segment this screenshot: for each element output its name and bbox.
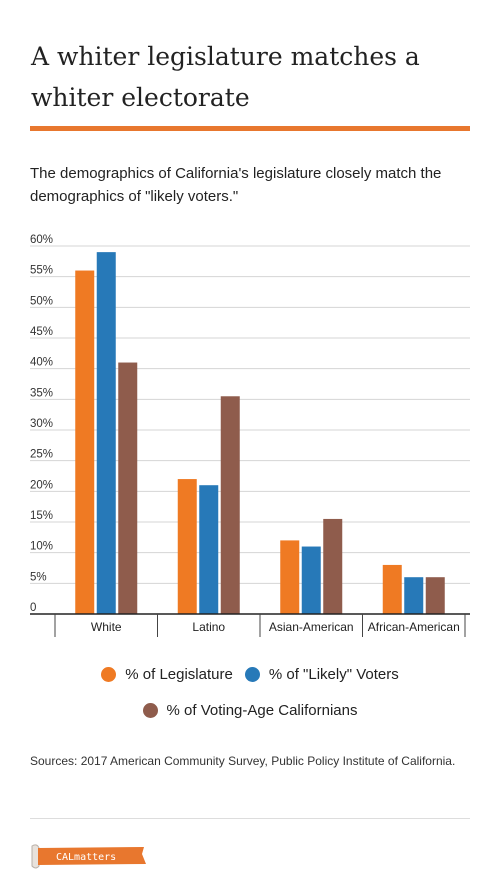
y-tick-label: 0	[30, 602, 36, 614]
bar	[220, 396, 240, 614]
title-line-1: A whiter legislature matches a	[31, 42, 420, 71]
legend-swatch-legislature	[101, 666, 117, 682]
legend-label-legislature: % of Legislature	[125, 665, 233, 683]
y-axis-ticks: 0 5% 10% 15% 20% 25% 30% 35% 40% 45% 50% 55% 60%	[30, 234, 53, 614]
calmatters-logo[interactable]: CALmatters	[30, 842, 148, 870]
y-tick-label: 40%	[30, 357, 53, 369]
y-tick-label: 45%	[30, 326, 53, 338]
logo-text: CALmatters	[56, 852, 116, 863]
y-tick-label: 30%	[30, 418, 53, 430]
legend: % of Legislature % of "Likely" Voters % …	[0, 661, 500, 733]
y-tick-label: 55%	[30, 265, 53, 277]
bar	[404, 577, 424, 614]
legend-item-legislature: % of Legislature	[101, 666, 233, 683]
legend-row-1: % of Legislature % of "Likely" Voters	[0, 661, 500, 687]
x-axis: White Latino Asian-American African-America…	[30, 613, 470, 637]
legend-label-likely-voters: % of "Likely" Voters	[268, 665, 399, 683]
legend-item-likely-voters: % of "Likely" Voters	[244, 665, 399, 683]
bar	[177, 479, 197, 614]
bar	[96, 252, 116, 614]
y-tick-label: 20%	[30, 479, 53, 491]
bar	[199, 485, 219, 614]
bar-chart: 0 5% 10% 15% 20% 25% 30% 35% 40% 45% 50% 55% 60% Whi…	[30, 234, 470, 637]
bar	[75, 270, 95, 614]
legend-label-voting-age: % of Voting-Age Californians	[166, 701, 358, 719]
y-tick-label: 25%	[30, 449, 53, 461]
bar	[382, 564, 402, 614]
y-tick-label: 50%	[30, 295, 53, 307]
legend-row-2: % of Voting-Age Californians	[0, 697, 500, 723]
bar	[280, 540, 300, 614]
legend-swatch-likely-voters	[244, 666, 260, 682]
legend-item-voting-age: % of Voting-Age Californians	[142, 701, 358, 719]
bar	[323, 518, 343, 614]
x-tick-label: Asian-American	[269, 620, 354, 634]
bar	[301, 546, 321, 614]
footer-divider	[30, 818, 470, 819]
title-rule	[30, 126, 470, 131]
bar	[118, 362, 138, 614]
chart-subtitle: The demographics of California's legisla…	[30, 165, 442, 205]
y-tick-label: 60%	[30, 234, 53, 246]
y-tick-label: 5%	[30, 571, 47, 583]
title-line-2: whiter electorate	[31, 83, 250, 112]
bar	[425, 577, 445, 614]
y-tick-label: 35%	[30, 387, 53, 399]
logo-banner	[38, 847, 146, 865]
y-tick-label: 15%	[30, 510, 53, 522]
grid-lines	[30, 245, 470, 584]
legend-swatch-voting-age	[142, 702, 158, 718]
logo-scroll-curl	[31, 844, 40, 869]
y-tick-label: 10%	[30, 541, 53, 553]
x-tick-label: Latino	[192, 620, 225, 634]
x-tick-label: White	[91, 620, 122, 634]
sources-note: Sources: 2017 American Community Survey,…	[30, 754, 456, 768]
chart-title: A whiter legislature matches a whiter el…	[31, 36, 471, 118]
bars	[75, 252, 445, 614]
x-tick-label: African-American	[368, 620, 460, 634]
